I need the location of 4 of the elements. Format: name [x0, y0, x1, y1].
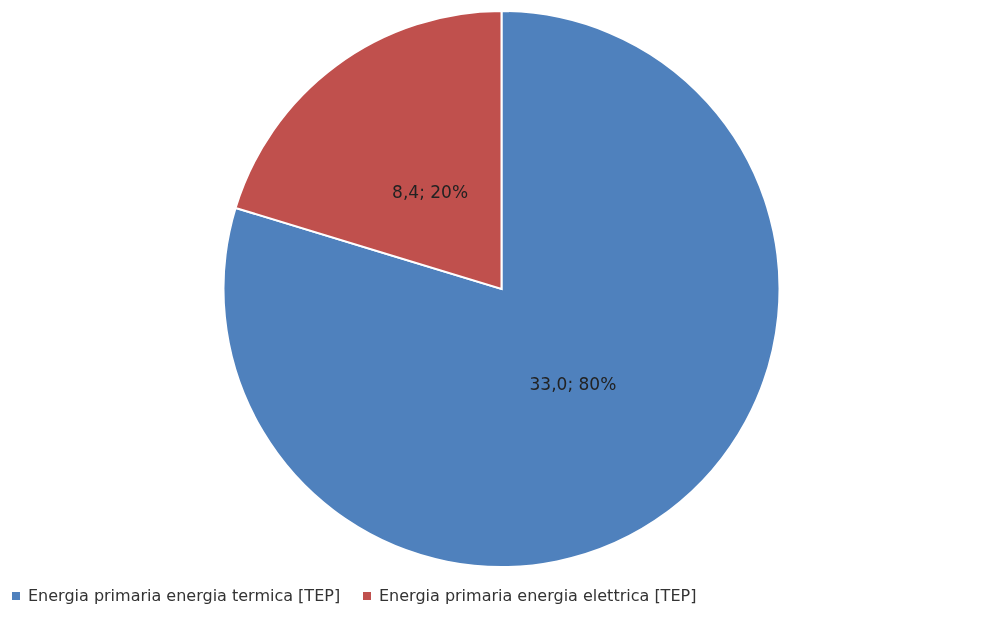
data-label: 33,0; 80% [529, 374, 617, 395]
data-label: 8,4; 20% [392, 181, 469, 202]
legend-label: Energia primaria energia elettrica [TEP] [379, 586, 697, 605]
legend-label: Energia primaria energia termica [TEP] [28, 586, 341, 605]
